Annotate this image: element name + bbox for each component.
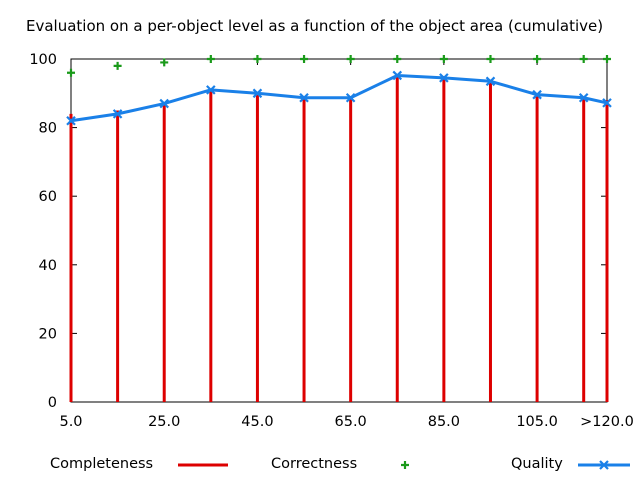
x-tick-label: 105.0 [516, 414, 558, 430]
quality-line [70, 73, 608, 123]
correctness-point [113, 61, 122, 70]
y-tick-label: 40 [39, 258, 57, 274]
y-tick-label: 80 [39, 121, 57, 137]
correctness-point [67, 68, 75, 77]
x-tick-label: 85.0 [428, 414, 460, 430]
correctness-point [160, 58, 169, 67]
plot-frame [70, 58, 608, 403]
quality-point [602, 98, 612, 108]
correctness-point [603, 55, 611, 63]
y-tick-label: 20 [39, 326, 57, 342]
x-tick-label: 25.0 [148, 414, 180, 430]
x-tick-label: >120.0 [580, 414, 634, 430]
x-tick-label: 45.0 [241, 414, 273, 430]
quality-point [206, 85, 216, 95]
quality-point [485, 76, 496, 87]
legend-label-completeness: Completeness [50, 456, 154, 472]
quality-point [159, 98, 169, 109]
legend-label-quality: Quality [511, 456, 563, 472]
correctness-point [206, 55, 215, 63]
y-tick-label: 0 [48, 395, 57, 411]
quality-point [439, 73, 449, 83]
correctness-point [300, 55, 309, 63]
correctness-point [579, 55, 588, 63]
quality-point [345, 92, 356, 103]
quality-point [532, 89, 542, 100]
quality-point [112, 109, 123, 119]
legend-swatch-quality-marker [599, 460, 609, 470]
quality-point [392, 70, 403, 81]
quality-point [252, 88, 263, 99]
y-tick-label: 100 [29, 52, 57, 68]
correctness-point [253, 55, 262, 63]
quality-point [66, 115, 76, 126]
chart-title: Evaluation on a per-object level as a fu… [26, 17, 604, 35]
quality-point [299, 92, 309, 103]
y-tick-label: 60 [39, 189, 57, 205]
correctness-point [346, 55, 355, 63]
x-tick-label: 65.0 [335, 414, 367, 430]
legend-label-correctness: Correctness [271, 456, 358, 472]
legend-swatch-correctness [401, 461, 409, 469]
correctness-point [439, 55, 448, 63]
x-tick-label: 5.0 [59, 414, 82, 430]
quality-point [578, 92, 589, 103]
correctness-point [486, 55, 495, 63]
correctness-point [393, 55, 402, 63]
correctness-point [533, 55, 542, 63]
